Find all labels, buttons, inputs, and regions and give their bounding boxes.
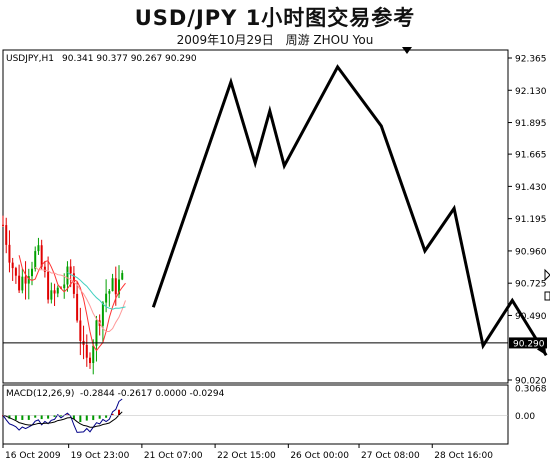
candle-body [105, 293, 108, 303]
macd-layer [2, 398, 508, 433]
scroll-marker-icon [402, 47, 412, 54]
y-tick-label: 90.725 [515, 280, 547, 290]
macd-y-tick-label: 0.00 [515, 412, 535, 422]
macd-histogram-bar [27, 415, 30, 420]
current-price-box [509, 337, 547, 349]
macd-histogram-bar [118, 409, 121, 416]
macd-histogram-bar [8, 415, 11, 419]
y-tick-label: 92.365 [515, 55, 547, 65]
zigzag-path [151, 64, 548, 357]
x-tick-label: 16 Oct 2009 [5, 451, 61, 461]
macd-histogram-bar [98, 415, 101, 419]
moving-average-line [34, 266, 126, 332]
macd-histogram-bar [92, 415, 95, 421]
candle-body [79, 320, 82, 341]
macd-histogram-bar [60, 415, 63, 417]
y-tick-label: 90.020 [515, 377, 547, 387]
x-tick-label: 22 Oct 15:00 [217, 451, 276, 461]
chart-subtitle: 2009年10月29日 周游 ZHOU You [0, 31, 550, 48]
macd-histogram-bar [66, 414, 69, 416]
candle-body [31, 268, 34, 277]
macd-line [2, 398, 123, 433]
macd-panel-frame [2, 384, 509, 445]
macd-histogram-bar [53, 415, 56, 417]
x-tick-label: 27 Oct 08:00 [361, 451, 420, 461]
candle-body [118, 279, 121, 295]
y-tick-label: 92.130 [515, 87, 547, 97]
y-tick-label: 90.490 [515, 312, 547, 322]
macd-histogram-bar [79, 415, 82, 423]
macd-histogram-bar [72, 415, 75, 420]
macd-histogram-bar [14, 415, 17, 420]
price-layer [2, 215, 124, 375]
candle-body [37, 245, 40, 252]
candle-body [85, 344, 88, 358]
macd-histogram-bar [40, 415, 43, 420]
chart-shift-icon [544, 268, 550, 282]
macd-histogram-bar [105, 415, 108, 418]
candle-body [40, 245, 43, 267]
y-tick-label: 91.665 [515, 151, 547, 161]
x-tick-label: 19 Oct 23:00 [71, 451, 130, 461]
macd-histogram-bar [111, 413, 114, 416]
candle-body [53, 290, 56, 294]
candle-body [101, 302, 104, 326]
candle-body [27, 276, 30, 284]
macd-signal-line [2, 411, 123, 428]
macd-values-label: -0.2844 -0.2617 0.0000 -0.0294 [80, 389, 225, 399]
symbol-label: USDJPY,H1 [6, 54, 54, 64]
macd-y-tick-label: 0.3068 [515, 385, 547, 395]
candle-body [50, 290, 53, 300]
y-tick-label: 91.430 [515, 183, 547, 193]
candle-body [89, 357, 92, 364]
macd-indicator-label: MACD(12,26,9) [6, 389, 74, 399]
y-tick-label: 91.895 [515, 119, 547, 129]
candle-body [72, 273, 75, 294]
candle-body [21, 276, 24, 291]
macd-histogram-bar [85, 415, 88, 421]
chart-shift-handle-icon [544, 291, 550, 301]
candle-body [56, 287, 59, 294]
candle-body [14, 268, 17, 276]
moving-average-line [67, 272, 126, 310]
axes: 92.365 92.130 91.895 91.665 91.430 91.195 90.9… [2, 55, 547, 461]
moving-average-line [18, 255, 126, 352]
x-tick-label: 26 Oct 00:00 [290, 451, 349, 461]
candle-body [5, 225, 8, 245]
candle-body [111, 278, 114, 292]
candle-body [95, 320, 98, 346]
x-tick-label: 28 Oct 16:00 [434, 451, 493, 461]
y-tick-label: 91.195 [515, 215, 547, 225]
macd-histogram-bar [34, 415, 37, 418]
candle-body [66, 266, 69, 285]
moving-averages [18, 255, 126, 352]
candle-body [63, 284, 66, 289]
x-tick-label: 21 Oct 07:00 [144, 451, 203, 461]
candle-body [18, 275, 21, 291]
candle-body [92, 345, 95, 364]
macd-histogram-bar [47, 415, 50, 419]
candle-body [76, 293, 79, 321]
candle-body [24, 276, 27, 284]
candle-body [47, 271, 50, 300]
ohlc-label: 90.341 90.377 90.267 90.290 [62, 54, 197, 64]
candle-body [121, 273, 124, 280]
macd-histogram-bar [21, 415, 24, 420]
price-panel-frame [2, 49, 509, 384]
y-tick-label: 90.960 [515, 247, 547, 257]
chart-date: 2009年10月29日 [176, 33, 274, 47]
candle-body [2, 224, 4, 226]
candle-body [34, 251, 37, 269]
candle-body [69, 266, 72, 274]
candle-body [43, 266, 46, 272]
chart-author: 周游 ZHOU You [285, 33, 374, 47]
chart-title: USD/JPY 1小时图交易参考 [134, 6, 416, 30]
current-price-label: 90.290 [513, 339, 545, 349]
candle-body [114, 278, 117, 295]
candle-body [11, 262, 14, 269]
candle-body [108, 291, 111, 294]
candle-body [8, 244, 11, 263]
